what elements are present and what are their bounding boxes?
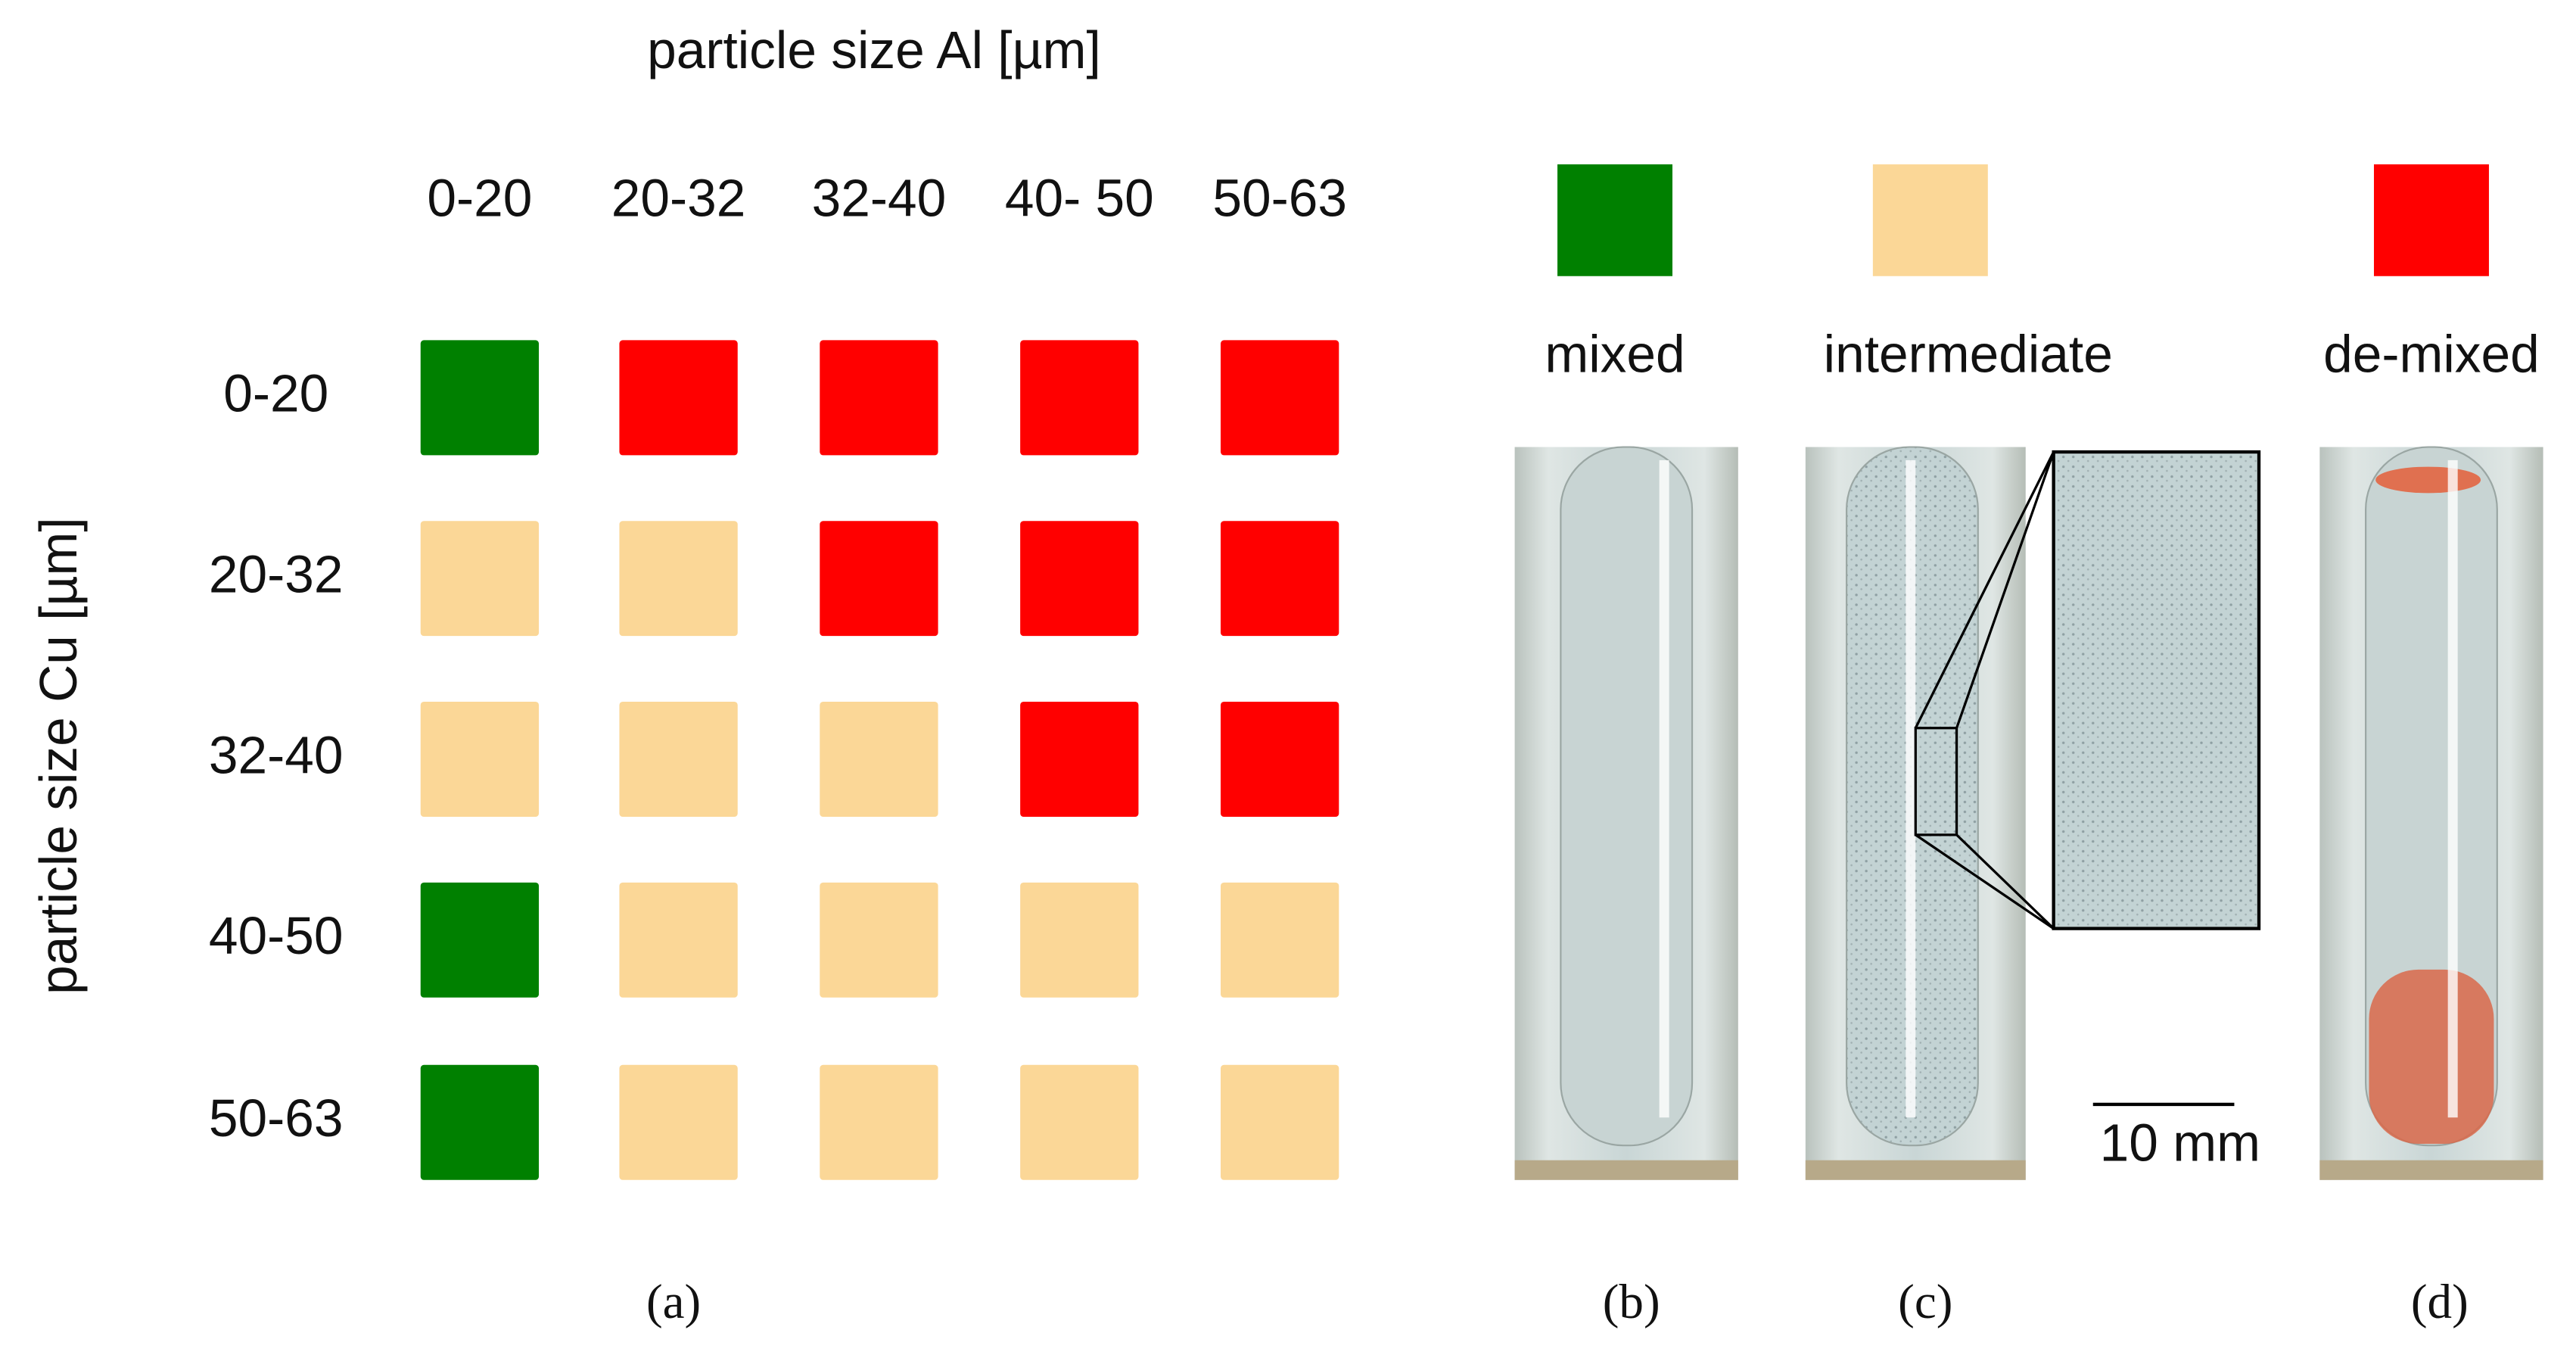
cell — [1220, 702, 1339, 817]
cell — [820, 340, 938, 456]
column-label: 20-32 — [611, 168, 746, 227]
row-label: 0-20 — [223, 364, 328, 423]
cell — [1020, 702, 1139, 817]
cell — [420, 882, 540, 998]
row-label: 20-32 — [209, 545, 344, 604]
cell — [420, 702, 540, 817]
column-label: 40- 50 — [1005, 168, 1154, 227]
column-label: 0-20 — [427, 168, 532, 227]
legend-label: intermediate — [1824, 325, 2113, 384]
cell — [619, 1064, 738, 1180]
cell — [1020, 1064, 1139, 1180]
legend-swatch — [1872, 164, 1988, 276]
cell — [420, 1064, 540, 1180]
cell — [820, 882, 938, 998]
row-label: 40-50 — [209, 906, 344, 965]
cell — [1220, 1064, 1339, 1180]
cell — [820, 1064, 938, 1180]
cell — [619, 521, 738, 637]
column-label: 32-40 — [812, 168, 947, 227]
cell — [1020, 882, 1139, 998]
cell — [619, 340, 738, 456]
cell — [619, 702, 738, 817]
cell — [619, 882, 738, 998]
cell — [820, 521, 938, 637]
legend-swatch — [2373, 164, 2489, 276]
cell — [1220, 882, 1339, 998]
cell — [420, 521, 540, 637]
panel-label: (b) — [1603, 1275, 1660, 1329]
row-label: 50-63 — [209, 1089, 344, 1148]
cell — [1220, 521, 1339, 637]
cell — [420, 340, 540, 456]
cell — [820, 702, 938, 817]
legend-label: mixed — [1545, 325, 1685, 384]
photo-d — [2319, 446, 2543, 1180]
panel-label: (d) — [2411, 1275, 2469, 1329]
cell — [1020, 340, 1139, 456]
legend-label: de-mixed — [2323, 325, 2540, 384]
row-label: 32-40 — [209, 725, 344, 784]
photo-c — [1805, 446, 2261, 1180]
y-title: particle size Cu [µm] — [29, 517, 88, 995]
cell — [1220, 340, 1339, 456]
legend-swatch — [1557, 164, 1672, 276]
column-label: 50-63 — [1212, 168, 1347, 227]
photo-b — [1514, 446, 1738, 1180]
panel-label: (a) — [646, 1275, 701, 1329]
x-title: particle size Al [µm] — [647, 20, 1101, 79]
panel-label: (c) — [1898, 1275, 1952, 1329]
scale-bar-label: 10 mm — [2100, 1114, 2260, 1173]
cell — [1020, 521, 1139, 637]
